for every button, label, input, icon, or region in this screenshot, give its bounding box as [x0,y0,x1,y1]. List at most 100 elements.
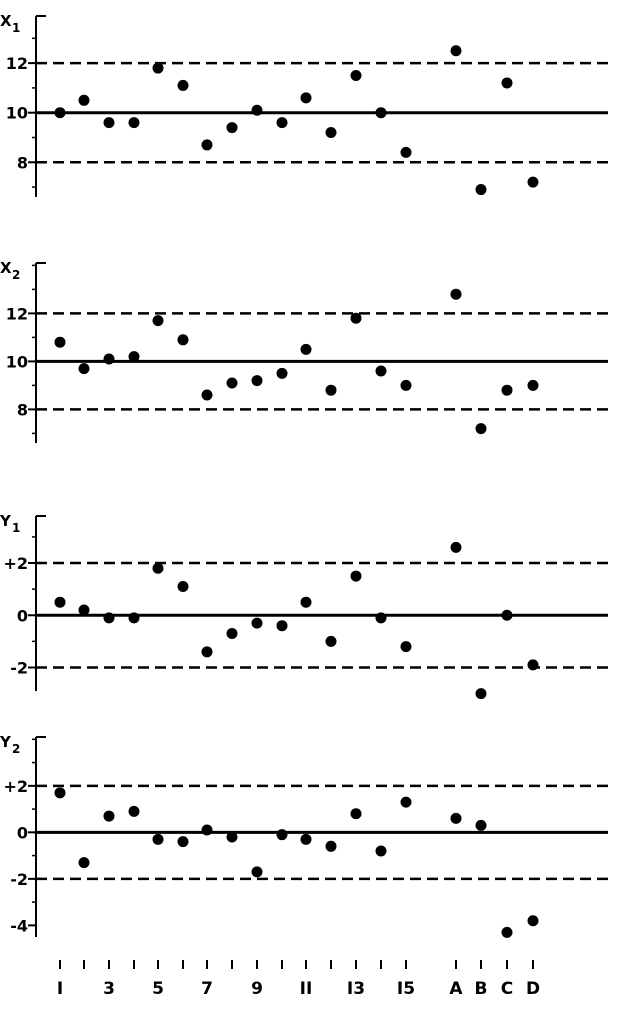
panel-3-ylabel: Y [0,512,12,530]
x-tick-label-B: B [475,979,488,999]
panel-3-point-13 [350,570,362,582]
panel-1-point-C [501,77,513,89]
panel-2-point-6 [177,334,189,346]
panel-2-point-1 [54,336,66,348]
panel-3-point-11 [300,596,312,608]
panel-3-tick-label-1: 0 [17,606,28,625]
x-tick-label-13: I3 [347,979,365,999]
panel-1-point-5 [152,62,164,74]
x-tick-label-A: A [449,979,463,999]
panel-3-point-1 [54,596,66,608]
panel-1-point-12 [325,127,337,139]
panel-2-tick-label-2: 8 [17,400,28,419]
panel-4-point-9 [251,866,263,878]
panel-1-point-10 [276,117,288,129]
panel-3-point-14 [375,612,387,624]
panel-1-point-8 [226,122,238,134]
x-tick-label-11: II [300,979,313,999]
panel-3-point-D [527,659,539,671]
panel-2-point-D [527,379,539,391]
panel-2-point-11 [300,343,312,355]
panel-1-ylabel: X [0,12,12,30]
panel-3-point-8 [226,628,238,640]
x-tick-label-15: I5 [397,979,415,999]
panel-2-point-8 [226,377,238,389]
panel-1-point-11 [300,92,312,104]
panel-4-tick-label-2: -2 [10,870,28,889]
panel-4-point-10 [276,829,288,841]
panel-4-point-14 [375,845,387,857]
panel-1-point-14 [375,107,387,119]
panel-2-point-15 [400,379,412,391]
panel-1-point-B [475,184,487,196]
panel-2-point-10 [276,367,288,379]
panel-1-tick-label-2: 8 [17,153,28,172]
panel-4-ylabel: Y [0,733,12,751]
panel-4-point-6 [177,836,189,848]
panel-4-point-2 [78,857,90,869]
panel-3-point-4 [128,612,140,624]
x-tick-label-D: D [526,979,540,999]
x-tick-label-9: 9 [251,979,263,999]
panel-2-point-3 [103,353,115,365]
panel-1-point-6 [177,79,189,91]
panel-2-point-14 [375,365,387,377]
panel-2-ylabel: X [0,259,12,277]
x-tick-label-C: C [501,979,513,999]
panel-3-point-3 [103,612,115,624]
panel-3-point-2 [78,604,90,616]
panel-2-point-13 [350,312,362,324]
x-tick-label-1: I [57,979,63,999]
panel-4-point-3 [103,810,115,822]
panel-1-point-9 [251,104,263,116]
panel-4-point-8 [226,831,238,843]
panel-1-point-13 [350,70,362,82]
panel-2-ylabel-sub: 2 [12,268,20,282]
panel-1-ylabel-sub: 1 [12,21,20,35]
panel-4-point-B [475,819,487,831]
x-tick-label-3: 3 [103,979,115,999]
panel-3-point-15 [400,641,412,653]
panel-3-point-7 [201,646,213,658]
panel-3-point-B [475,688,487,700]
panel-2-point-12 [325,384,337,396]
panel-3-point-A [450,541,462,553]
panel-1-point-3 [103,117,115,129]
panel-2-point-9 [251,375,263,387]
panel-3-point-12 [325,635,337,647]
x-tick-label-5: 5 [152,979,164,999]
panel-4-point-C [501,926,513,938]
panel-4-point-15 [400,796,412,808]
panel-3-point-6 [177,581,189,593]
panel-4-point-13 [350,808,362,820]
panel-3-ylabel-sub: 1 [12,521,20,535]
panel-2-point-7 [201,389,213,401]
panel-3-point-5 [152,562,164,574]
panel-2-point-A [450,288,462,300]
panel-3-point-9 [251,617,263,629]
panel-1-point-4 [128,117,140,129]
panel-4-ylabel-sub: 2 [12,742,20,756]
panel-2-tick-label-1: 10 [6,352,28,371]
panel-1-point-2 [78,94,90,106]
panel-3-tick-label-2: -2 [10,658,28,677]
panel-4-point-5 [152,833,164,845]
panel-4-tick-label-3: -4 [10,916,28,935]
panel-3-point-10 [276,620,288,632]
panel-4-point-11 [300,833,312,845]
panel-4-point-1 [54,787,66,799]
panel-2-point-C [501,384,513,396]
panel-3-tick-label-0: +2 [3,554,28,573]
panel-4-point-A [450,812,462,824]
panel-4-point-4 [128,805,140,817]
panel-1-point-A [450,45,462,57]
panel-3-point-C [501,609,513,621]
panel-4-tick-label-0: +2 [3,777,28,796]
panel-1-point-15 [400,146,412,158]
panel-4-tick-label-1: 0 [17,823,28,842]
panel-1-point-1 [54,107,66,119]
panel-2-tick-label-0: 12 [6,304,28,323]
panel-4-point-7 [201,824,213,836]
